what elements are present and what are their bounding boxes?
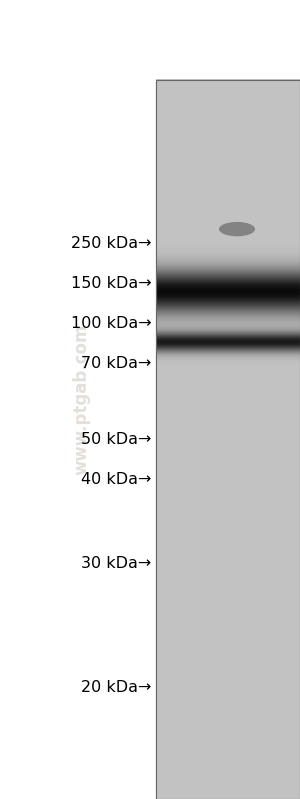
Text: 250 kDa→: 250 kDa→ [71, 237, 152, 251]
Text: 70 kDa→: 70 kDa→ [81, 356, 152, 371]
Bar [156, 80, 300, 799]
Text: 40 kDa→: 40 kDa→ [81, 472, 152, 487]
Text: 20 kDa→: 20 kDa→ [81, 680, 152, 694]
Text: www.ptgab.com: www.ptgab.com [72, 324, 90, 475]
Text: 150 kDa→: 150 kDa→ [71, 276, 152, 291]
Ellipse shape [219, 222, 255, 237]
Text: 30 kDa→: 30 kDa→ [81, 556, 152, 570]
Bar [156, 80, 300, 799]
Text: 50 kDa→: 50 kDa→ [81, 432, 152, 447]
Text: 100 kDa→: 100 kDa→ [71, 316, 152, 331]
